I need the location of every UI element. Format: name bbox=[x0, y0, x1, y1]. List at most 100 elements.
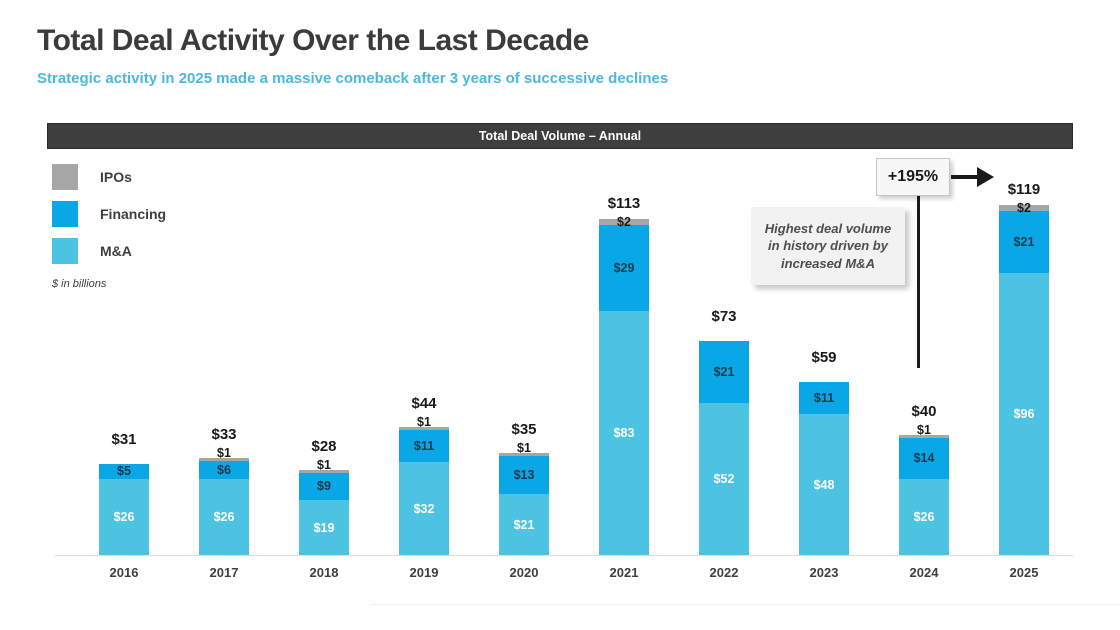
financing-value-2017: $6 bbox=[217, 462, 231, 477]
ipo-label-2021: $2 bbox=[617, 215, 631, 229]
mna-segment-2019: $32 bbox=[399, 462, 449, 556]
total-label-2020: $35 bbox=[511, 421, 537, 438]
mna-segment-2018: $19 bbox=[299, 500, 349, 556]
x-tick-2016: 2016 bbox=[109, 565, 139, 580]
ipo-segment-2021 bbox=[599, 219, 649, 225]
mna-value-2023: $48 bbox=[813, 477, 835, 492]
financing-segment-2021: $29 bbox=[599, 225, 649, 311]
bar-group-2018: $28 $1 $9 $19 bbox=[299, 438, 349, 556]
ipo-segment-2025 bbox=[999, 205, 1049, 211]
callout-connector-line bbox=[917, 195, 920, 368]
x-tick-2019: 2019 bbox=[409, 565, 439, 580]
bar-group-2023: $59 $11 $48 bbox=[799, 349, 849, 556]
financing-value-2023: $11 bbox=[813, 390, 835, 405]
bar-group-2024: $40 $1 $14 $26 bbox=[899, 403, 949, 556]
mna-value-2017: $26 bbox=[213, 510, 235, 525]
financing-segment-2024: $14 bbox=[899, 438, 949, 479]
total-label-2025: $119 bbox=[1007, 181, 1041, 198]
mna-segment-2024: $26 bbox=[899, 479, 949, 556]
financing-segment-2020: $13 bbox=[499, 456, 549, 494]
footer-divider bbox=[370, 604, 1120, 605]
mna-segment-2020: $21 bbox=[499, 494, 549, 556]
mna-segment-2022: $52 bbox=[699, 403, 749, 556]
bar-group-2021: $113 $2 $29 $83 bbox=[599, 195, 649, 556]
mna-segment-2021: $83 bbox=[599, 311, 649, 556]
note-callout-line: increased M&A bbox=[781, 255, 875, 271]
page-title: Total Deal Activity Over the Last Decade bbox=[37, 24, 589, 57]
mna-segment-2016: $26 bbox=[99, 479, 149, 556]
ipos-swatch-icon bbox=[52, 163, 78, 190]
total-label-2019: $44 bbox=[411, 395, 437, 412]
arrow-line bbox=[951, 175, 979, 179]
mna-value-2018: $19 bbox=[313, 520, 335, 535]
note-callout-line: Highest deal volume bbox=[764, 220, 892, 236]
legend-label-mna: M&A bbox=[100, 242, 132, 259]
ipo-label-2017: $1 bbox=[217, 446, 231, 460]
total-label-2017: $33 bbox=[211, 426, 237, 443]
total-label-2016: $31 bbox=[111, 431, 137, 448]
mna-value-2022: $52 bbox=[713, 472, 735, 487]
financing-segment-2016: $5 bbox=[99, 464, 149, 479]
total-label-2022: $73 bbox=[711, 308, 737, 325]
bar-group-2016: $31 $5 $26 bbox=[99, 431, 149, 556]
x-tick-2023: 2023 bbox=[809, 565, 839, 580]
financing-value-2025: $21 bbox=[1013, 234, 1035, 249]
legend-label-ipos: IPOs bbox=[100, 168, 132, 185]
financing-segment-2018: $9 bbox=[299, 473, 349, 500]
arrow-right-icon bbox=[977, 167, 994, 187]
bar-group-2019: $44 $1 $11 $32 bbox=[399, 395, 449, 556]
growth-callout-box: +195% bbox=[876, 158, 950, 196]
total-label-2023: $59 bbox=[811, 349, 837, 366]
note-callout-line: in history driven by bbox=[768, 238, 888, 254]
ipo-label-2019: $1 bbox=[417, 415, 431, 429]
bar-group-2025: $119 $2 $21 $96 bbox=[999, 181, 1049, 556]
x-tick-2021: 2021 bbox=[609, 565, 639, 580]
ipo-label-2018: $1 bbox=[317, 458, 331, 472]
mna-swatch-icon bbox=[52, 237, 78, 264]
units-note: $ in billions bbox=[52, 278, 107, 290]
page-subtitle: Strategic activity in 2025 made a massiv… bbox=[37, 70, 669, 87]
ipo-segment-2017 bbox=[199, 458, 249, 461]
ipo-segment-2020 bbox=[499, 453, 549, 456]
legend-item-ipos: IPOs bbox=[52, 163, 166, 190]
ipo-label-2025: $2 bbox=[1017, 201, 1031, 215]
financing-value-2019: $11 bbox=[413, 438, 435, 453]
financing-segment-2025: $21 bbox=[999, 211, 1049, 273]
mna-value-2021: $83 bbox=[613, 426, 635, 441]
x-axis-baseline bbox=[55, 555, 1073, 556]
bar-group-2022: $73 $21 $52 bbox=[699, 308, 749, 556]
financing-value-2018: $9 bbox=[317, 479, 331, 494]
mna-segment-2023: $48 bbox=[799, 414, 849, 556]
financing-swatch-icon bbox=[52, 200, 78, 227]
legend-item-financing: Financing bbox=[52, 200, 166, 227]
bar-group-2020: $35 $1 $13 $21 bbox=[499, 421, 549, 556]
x-tick-2024: 2024 bbox=[909, 565, 939, 580]
total-label-2018: $28 bbox=[311, 438, 337, 455]
bar-group-2017: $33 $1 $6 $26 bbox=[199, 426, 249, 556]
mna-value-2020: $21 bbox=[513, 517, 535, 532]
mna-segment-2017: $26 bbox=[199, 479, 249, 556]
financing-segment-2019: $11 bbox=[399, 430, 449, 462]
financing-value-2016: $5 bbox=[117, 464, 131, 479]
mna-value-2024: $26 bbox=[913, 510, 935, 525]
legend-label-financing: Financing bbox=[100, 205, 167, 222]
chart-panel-header: Total Deal Volume – Annual bbox=[47, 123, 1073, 149]
x-tick-2018: 2018 bbox=[309, 565, 339, 580]
x-tick-2017: 2017 bbox=[209, 565, 239, 580]
note-callout-box: Highest deal volume in history driven by… bbox=[751, 207, 905, 285]
financing-value-2024: $14 bbox=[913, 451, 935, 466]
legend-item-mna: M&A bbox=[52, 237, 166, 264]
financing-value-2021: $29 bbox=[613, 260, 635, 275]
ipo-segment-2018 bbox=[299, 470, 349, 473]
legend: IPOs Financing M&A bbox=[52, 163, 166, 274]
ipo-label-2020: $1 bbox=[517, 441, 531, 455]
ipo-segment-2024 bbox=[899, 435, 949, 438]
financing-segment-2017: $6 bbox=[199, 461, 249, 479]
financing-value-2020: $13 bbox=[513, 467, 535, 482]
x-tick-2025: 2025 bbox=[1009, 565, 1039, 580]
total-label-2021: $113 bbox=[607, 195, 641, 212]
financing-segment-2023: $11 bbox=[799, 382, 849, 414]
ipo-segment-2019 bbox=[399, 427, 449, 430]
